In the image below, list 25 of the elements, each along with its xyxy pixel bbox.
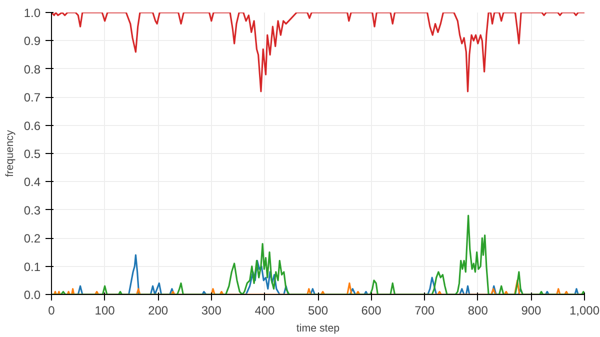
x-tick-label: 900 [521,304,542,318]
y-tick-label: 0.4 [24,175,41,190]
x-tick-label: 800 [468,304,488,318]
x-tick-label: 1,000 [569,304,600,318]
x-tick-label: 400 [254,304,276,318]
x-axis-title: time step [296,322,340,334]
x-tick-label: 100 [94,304,116,318]
x-tick-label: 0 [48,304,56,318]
x-tick-label: 500 [308,304,328,318]
x-tick-label: 200 [148,304,168,318]
x-tick-label: 300 [201,304,222,318]
y-tick-label: 0.9 [24,34,41,48]
y-tick-label: 0.0 [24,288,41,302]
y-tick-label: 0.3 [24,203,41,218]
y-tick-label: 0.5 [24,147,41,161]
x-tick-label: 600 [361,304,382,318]
y-tick-label: 0.1 [24,260,41,274]
y-tick-label: 0.6 [24,118,41,133]
y-tick-label: 0.8 [24,62,41,76]
y-axis-title: frequency [4,129,16,177]
line-series [52,12,584,92]
x-tick-label: 700 [414,304,435,318]
y-tick-label: 0.7 [24,90,41,105]
y-tick-label: 1.0 [24,6,41,20]
y-tick-label: 0.2 [24,232,41,246]
